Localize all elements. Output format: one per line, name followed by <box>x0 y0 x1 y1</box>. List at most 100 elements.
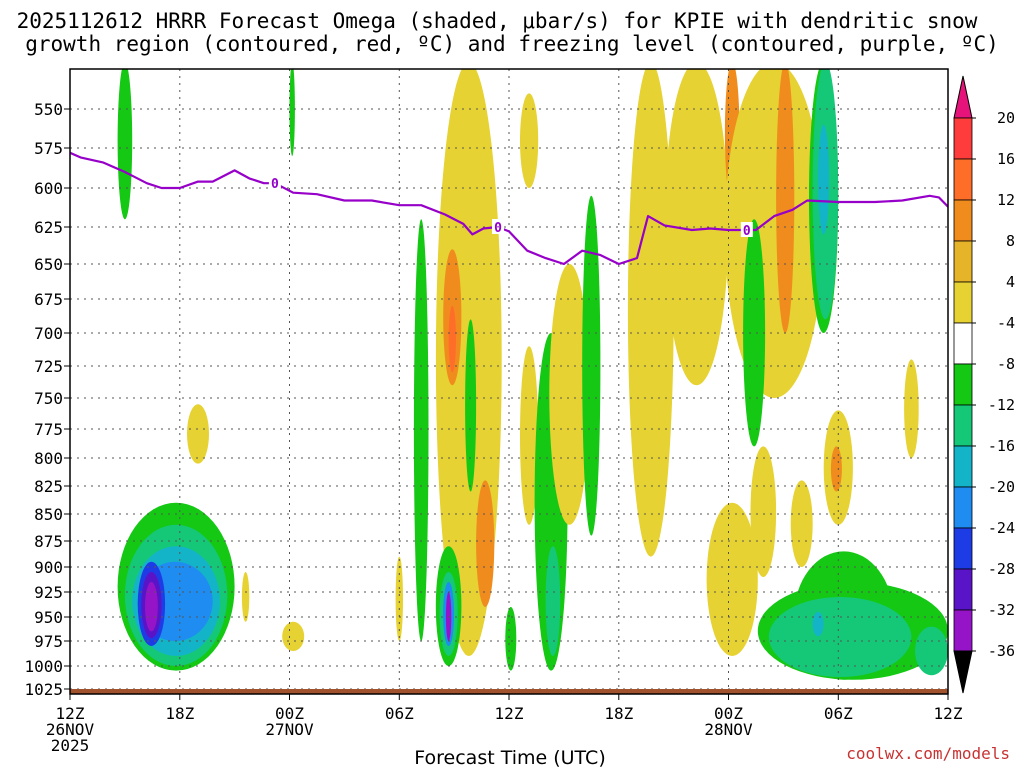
colorbar-label-3: 8 <box>1006 232 1015 250</box>
colorbar-label-6: -8 <box>997 355 1015 373</box>
colorbar-label-13: -36 <box>988 642 1015 660</box>
y-tick-label-875: 875 <box>34 532 63 551</box>
colorbar-swatch-10 <box>953 527 973 570</box>
omega-region-22 <box>476 480 495 607</box>
colorbar-swatch-9 <box>953 486 973 529</box>
omega-region-29 <box>582 195 601 536</box>
colorbar-swatch-8 <box>953 445 973 488</box>
omega-region-43 <box>830 446 842 492</box>
omega-region-38 <box>790 480 813 567</box>
x-tick-label-0-2: 26NOV <box>46 720 95 739</box>
colorbar: 20 16 12 8 4 -4 -8 -12 -16 -20 -24 -28 -32 -36 <box>953 75 1015 694</box>
colorbar-label-12: -32 <box>988 601 1015 619</box>
colorbar-label-4: 4 <box>1006 273 1015 291</box>
colorbar-swatch-12 <box>953 609 973 652</box>
omega-region-21 <box>465 319 477 492</box>
omega-region-41 <box>818 124 830 235</box>
colorbar-bottom-arrow <box>953 650 973 694</box>
colorbar-label-9: -20 <box>988 478 1015 496</box>
y-tick-label-825: 825 <box>34 477 63 496</box>
y-tick-label-725: 725 <box>34 357 63 376</box>
credit-text: coolwx.com/models <box>846 744 1010 763</box>
y-tick-label-1025: 1025 <box>24 680 63 699</box>
y-tick-label-700: 700 <box>34 324 63 343</box>
omega-region-30 <box>627 69 674 557</box>
colorbar-label-8: -16 <box>988 437 1015 455</box>
ground-layer <box>70 689 948 694</box>
x-axis-title: Forecast Time (UTC) <box>414 747 605 768</box>
colorbar-swatch-4 <box>953 281 973 324</box>
omega-region-10 <box>241 572 250 622</box>
x-tick-label-5-1: 18Z <box>604 704 633 723</box>
x-tick-label-2-1: 00Z <box>275 704 304 723</box>
omega-region-36 <box>750 446 777 577</box>
y-tick-label-850: 850 <box>34 505 63 524</box>
x-tick-label-8-1: 12Z <box>934 704 963 723</box>
colorbar-swatch-2 <box>953 199 973 242</box>
omega-region-11 <box>282 621 305 652</box>
y-tick-label-950: 950 <box>34 608 63 627</box>
ground-surface <box>70 689 948 694</box>
omega-region-23 <box>505 607 517 671</box>
x-tick-label-7-1: 06Z <box>824 704 853 723</box>
omega-region-1 <box>289 69 295 156</box>
omega-region-8 <box>145 582 158 632</box>
omega-region-28 <box>549 264 590 525</box>
x-tick-label-2-2: 27NOV <box>265 720 314 739</box>
y-tick-label-1000: 1000 <box>24 657 63 676</box>
omega-region-37 <box>743 219 766 447</box>
x-tick-label-1-1: 18Z <box>165 704 194 723</box>
colorbar-swatch-1 <box>953 158 973 201</box>
omega-region-16 <box>448 305 456 373</box>
freezing-level-label-bg-2 <box>740 222 753 237</box>
freezing-level-label-bg-0 <box>268 175 281 191</box>
colorbar-label-7: -12 <box>988 396 1015 414</box>
y-tick-label-975: 975 <box>34 632 63 651</box>
omega-region-24 <box>520 346 539 525</box>
omega-region-31 <box>664 69 729 386</box>
colorbar-label-5: -4 <box>997 314 1015 332</box>
colorbar-swatch-6 <box>953 363 973 406</box>
x-tick-label-0-1: 12Z <box>56 704 85 723</box>
chart-title-line-1: 2025112612 HRRR Forecast Omega (shaded, … <box>17 9 978 33</box>
omega-region-34 <box>776 69 795 333</box>
colorbar-label-10: -24 <box>988 519 1015 537</box>
y-tick-label-650: 650 <box>34 255 63 274</box>
colorbar-swatch-3 <box>953 240 973 283</box>
omega-region-47 <box>768 597 912 677</box>
omega-region-27 <box>545 546 561 656</box>
colorbar-label-2: 12 <box>997 191 1015 209</box>
freezing-level-label-0: 0 <box>271 177 279 192</box>
colorbar-swatch-5 <box>953 322 973 365</box>
omega-region-0 <box>117 69 133 220</box>
colorbar-label-0: 20 <box>997 109 1015 127</box>
y-tick-label-600: 600 <box>34 179 63 198</box>
colorbar-swatch-7 <box>953 404 973 447</box>
y-tick-label-800: 800 <box>34 449 63 468</box>
omega-region-25 <box>520 93 539 188</box>
colorbar-label-11: -28 <box>988 560 1015 578</box>
x-tick-label-6-1: 00Z <box>714 704 743 723</box>
omega-shading <box>117 69 948 680</box>
omega-region-48 <box>915 626 948 676</box>
omega-region-35 <box>706 502 758 656</box>
omega-region-44 <box>904 359 919 459</box>
y-tick-label-550: 550 <box>34 100 63 119</box>
freezing-level-contour: 0 0 0 <box>70 151 948 266</box>
freezing-level-label-2: 0 <box>743 224 751 239</box>
omega-region-49 <box>812 612 824 637</box>
x-tick-label-3-1: 06Z <box>385 704 414 723</box>
y-axis: 550 575 600 625 650 675 700 725 750 775 800 825 850 8… <box>24 100 70 699</box>
x-tick-label-0-3: 2025 <box>51 736 90 755</box>
x-tick-label-6-2: 28NOV <box>704 720 753 739</box>
y-tick-label-575: 575 <box>34 139 63 158</box>
omega-region-13 <box>413 219 429 641</box>
colorbar-swatch-0 <box>953 117 973 160</box>
omega-region-9 <box>187 404 209 464</box>
y-tick-label-750: 750 <box>34 389 63 408</box>
y-tick-label-900: 900 <box>34 558 63 577</box>
y-tick-label-775: 775 <box>34 420 63 439</box>
freezing-level-label-1: 0 <box>494 221 502 236</box>
